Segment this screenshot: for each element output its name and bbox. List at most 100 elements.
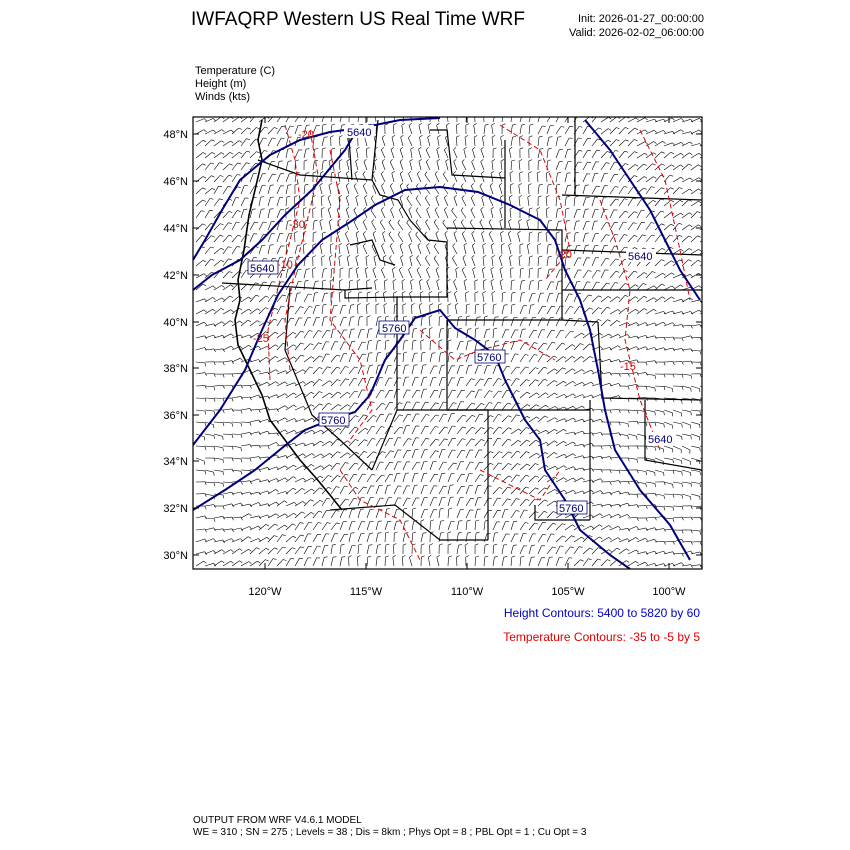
wind-barb-flag <box>507 438 512 441</box>
wind-barb-flag <box>257 308 261 311</box>
wind-barb-flag <box>538 267 542 270</box>
wind-barb <box>294 465 304 471</box>
wind-barb-flag <box>247 319 252 322</box>
wind-barb <box>195 163 203 171</box>
wind-barb <box>231 433 242 435</box>
wind-barb-flag <box>499 182 503 186</box>
wind-barb <box>312 429 322 435</box>
wind-barb-flag <box>408 122 412 126</box>
wind-barb-flag <box>526 218 530 222</box>
wind-barb-flag <box>337 379 341 382</box>
wind-barb <box>222 258 229 267</box>
wind-barb-flag <box>312 207 317 210</box>
wind-barb-flag <box>706 199 709 200</box>
wind-barb <box>285 476 294 483</box>
wind-barb <box>464 545 467 555</box>
wind-barb <box>434 209 440 219</box>
wind-barb-flag <box>477 316 481 318</box>
wind-barb <box>339 521 344 531</box>
wind-barb <box>231 372 242 375</box>
wind-barb-flag <box>276 478 279 482</box>
wind-barb <box>690 259 699 267</box>
wind-barb <box>627 433 637 437</box>
wind-barb-flag <box>239 320 243 324</box>
wind-barb-flag <box>707 272 710 274</box>
wind-barb-flag <box>425 255 428 259</box>
wind-barb-flag <box>588 558 592 560</box>
wind-barb <box>699 373 702 375</box>
wind-barb-flag <box>467 328 472 330</box>
wind-barb <box>609 127 617 135</box>
wind-barb <box>510 402 517 411</box>
lon-label: 120°W <box>248 586 282 598</box>
wind-barb-flag <box>581 524 585 527</box>
wind-barb-flag <box>690 483 692 487</box>
wind-barb-flag <box>383 255 387 258</box>
wind-barb-flag <box>388 219 392 223</box>
wind-barb <box>222 309 232 315</box>
wind-barb-flag <box>645 471 647 476</box>
wind-barb-flag <box>493 327 498 330</box>
wind-barb-flag <box>355 451 360 455</box>
wind-barb-flag <box>341 556 346 558</box>
wind-barb-flag <box>557 208 561 210</box>
wind-barb-flag <box>275 344 279 347</box>
wind-barb-flag <box>474 279 479 282</box>
wind-barb-flag <box>239 548 243 551</box>
wind-barb <box>452 258 458 267</box>
wind-barb <box>690 224 699 231</box>
wind-barb <box>546 355 554 363</box>
wind-barb-flag <box>485 124 489 126</box>
wind-barb <box>195 551 205 555</box>
wind-barb <box>312 379 320 387</box>
wind-barb <box>582 558 589 567</box>
wind-barb-flag <box>698 249 702 252</box>
wind-barb <box>416 269 422 279</box>
wind-barb-flag <box>624 198 628 200</box>
wind-barb-flag <box>256 547 260 550</box>
wind-barb <box>627 409 638 411</box>
wind-barb-flag <box>203 273 207 277</box>
height-label: 5760 <box>474 349 506 364</box>
wind-barb-flag <box>617 296 621 299</box>
wind-barb-flag <box>536 429 540 433</box>
wind-barb <box>345 233 350 243</box>
wind-barb <box>519 379 527 387</box>
wind-barb <box>645 129 655 135</box>
wind-barb-flag <box>624 295 629 297</box>
wind-barb-flag <box>512 124 516 126</box>
wind-barb <box>398 209 404 219</box>
wind-barb-flag <box>364 427 369 431</box>
wind-barb-flag <box>349 112 352 113</box>
wind-barb <box>465 438 472 447</box>
wind-barb-flag <box>708 287 710 290</box>
lat-label: 38°N <box>163 363 188 375</box>
wind-barb-flag <box>209 210 214 212</box>
wind-barb <box>528 184 530 195</box>
wind-barb-flag <box>489 463 494 465</box>
wind-barb <box>321 269 324 279</box>
wind-barb-flag <box>670 223 675 226</box>
wind-barb <box>699 228 702 231</box>
wind-barb-flag <box>330 291 335 294</box>
wind-barb <box>555 305 561 315</box>
wind-barb <box>555 221 559 231</box>
wind-barb <box>348 521 353 531</box>
wind-barb <box>472 149 476 159</box>
wind-barb <box>609 245 615 255</box>
wind-barb-flag <box>311 453 315 456</box>
wind-barb <box>303 281 306 291</box>
wind-barb <box>420 473 425 483</box>
wind-barb-flag <box>475 555 479 558</box>
wind-barb-flag <box>447 291 452 294</box>
wind-barb <box>222 433 233 435</box>
wind-barb-flag <box>566 196 570 198</box>
wind-barb-flag <box>406 195 410 199</box>
wind-barb <box>474 497 479 507</box>
wind-barb <box>654 210 662 219</box>
wind-barb <box>415 222 422 231</box>
wind-barb-flag <box>322 231 327 234</box>
wind-barb <box>501 329 506 339</box>
wind-barb-flag <box>422 532 427 534</box>
wind-barb-flag <box>346 194 350 198</box>
